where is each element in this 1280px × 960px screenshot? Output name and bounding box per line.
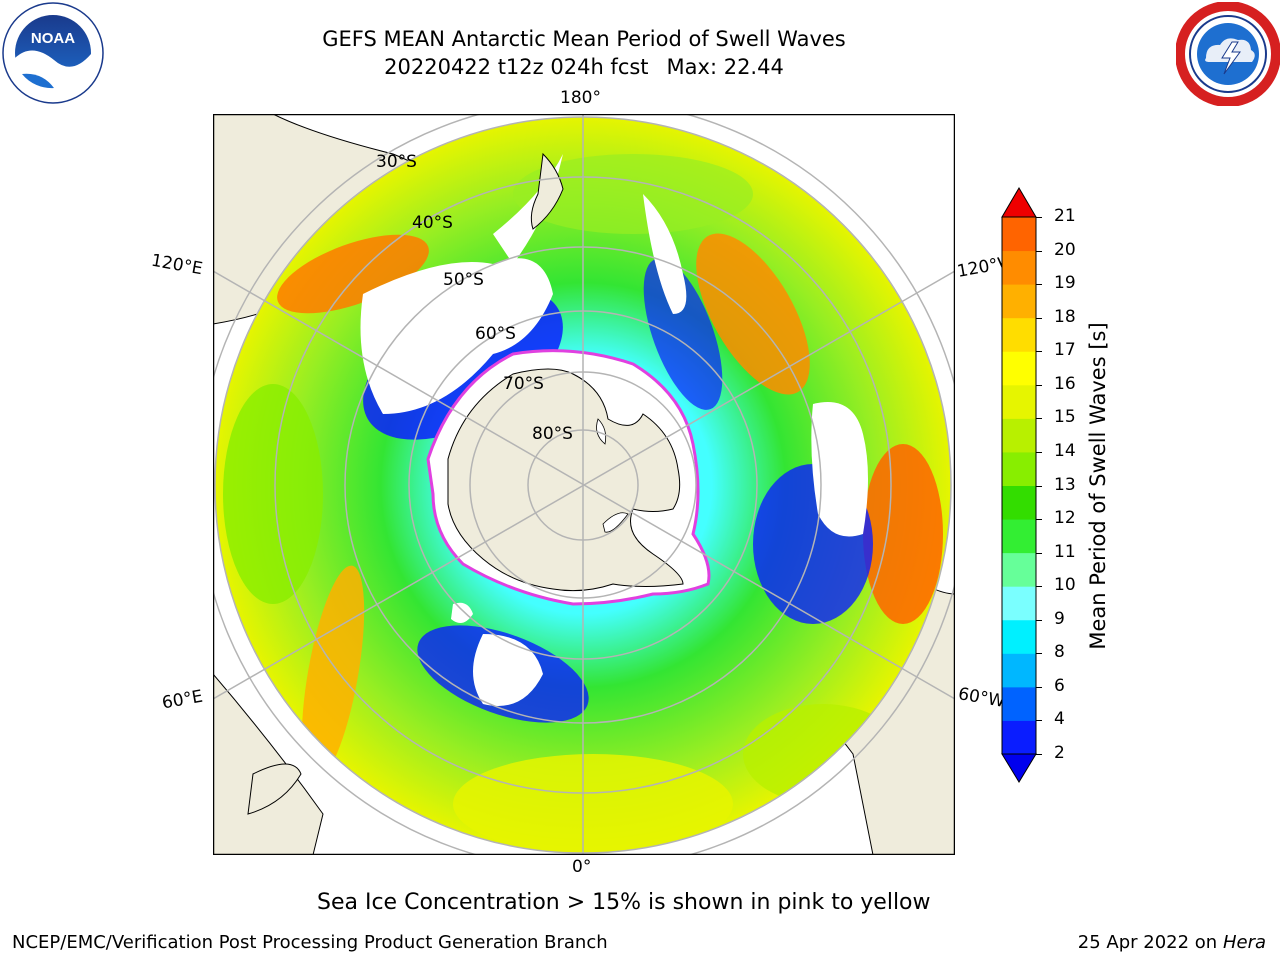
colorbar-swatch: [1002, 552, 1036, 587]
colorbar-swatch: [1002, 586, 1036, 621]
colorbar-over-arrow: [1001, 187, 1037, 218]
lon-label-120e: 120°E: [149, 250, 205, 280]
colorbar-tick-label: 19: [1054, 273, 1076, 294]
colorbar-tick-mark: [1036, 418, 1042, 420]
noaa-logo-icon: NOAA: [2, 2, 104, 104]
colorbar-swatch: [1002, 384, 1036, 419]
colorbar-swatch: [1002, 451, 1036, 486]
colorbar-label: Mean Period of Swell Waves [s]: [1086, 322, 1110, 650]
lon-label-0: 0°: [572, 857, 592, 877]
antarctic-map: [213, 114, 955, 855]
colorbar-tick-label: 9: [1054, 608, 1065, 629]
colorbar-tick-mark: [1036, 686, 1042, 688]
lat-label-60s: 60°S: [475, 324, 516, 344]
colorbar-tick-mark: [1036, 384, 1042, 386]
africa-land: [213, 673, 324, 855]
colorbar-tick-mark: [1036, 552, 1042, 554]
colorbar-tick-label: 13: [1054, 474, 1076, 495]
colorbar-swatch: [1002, 686, 1036, 721]
colorbar-tick-mark: [1036, 586, 1042, 588]
lon-label-60w: 60°W: [956, 684, 1007, 712]
colorbar-swatch: [1002, 485, 1036, 520]
colorbar-under-arrow: [1001, 753, 1037, 783]
colorbar-swatch: [1002, 418, 1036, 453]
colorbar-swatch: [1002, 217, 1036, 252]
colorbar-swatch: [1002, 720, 1036, 755]
colorbar-swatch: [1002, 351, 1036, 386]
colorbar-swatch: [1002, 619, 1036, 654]
colorbar-tick-label: 14: [1054, 440, 1076, 461]
colorbar-tick-label: 18: [1054, 306, 1076, 327]
colorbar-tick-mark: [1036, 653, 1042, 655]
lat-label-70s: 70°S: [503, 374, 544, 394]
lon-label-60e: 60°E: [160, 686, 205, 714]
colorbar-tick-label: 2: [1054, 743, 1065, 763]
max-value: Max: 22.44: [666, 55, 784, 79]
lat-label-40s: 40°S: [412, 213, 453, 233]
colorbar-swatch: [1002, 519, 1036, 554]
colorbar: [1001, 187, 1037, 783]
colorbar-tick-mark: [1036, 619, 1042, 621]
colorbar-swatches: [1002, 217, 1036, 755]
footer-credit: NCEP/EMC/Verification Post Processing Pr…: [12, 932, 608, 953]
nws-logo-icon: [1176, 2, 1280, 106]
colorbar-tick-label: 4: [1054, 709, 1065, 730]
colorbar-tick-label: 15: [1054, 407, 1076, 428]
colorbar-tick-mark: [1036, 519, 1042, 521]
antarctica-land: [447, 368, 684, 592]
colorbar-tick-label: 10: [1054, 575, 1076, 596]
lon-label-180: 180°: [560, 88, 601, 108]
colorbar-tick-mark: [1036, 217, 1042, 218]
colorbar-tick-mark: [1036, 720, 1042, 722]
colorbar-tick-label: 21: [1054, 206, 1076, 226]
noaa-logo-text: NOAA: [31, 30, 75, 47]
footer-host: Hera: [1222, 932, 1266, 953]
new-zealand-land: [530, 152, 564, 230]
lat-label-50s: 50°S: [443, 270, 484, 290]
colorbar-tick-mark: [1036, 317, 1042, 319]
colorbar-tick-label: 6: [1054, 675, 1065, 696]
lat-label-80s: 80°S: [532, 424, 573, 444]
colorbar-tick-mark: [1036, 250, 1042, 252]
madagascar-land: [247, 763, 302, 815]
colorbar-tick-mark: [1036, 754, 1042, 755]
colorbar-tick-mark: [1036, 284, 1042, 286]
colorbar-tick-mark: [1036, 485, 1042, 487]
sea-ice-note: Sea Ice Concentration > 15% is shown in …: [317, 890, 931, 915]
forecast-run: 20220422 t12z 024h fcst: [384, 55, 649, 79]
colorbar-swatch: [1002, 250, 1036, 285]
colorbar-tick-label: 16: [1054, 373, 1076, 394]
footer-date-text: 25 Apr 2022 on: [1077, 932, 1218, 953]
colorbar-tick-label: 8: [1054, 642, 1065, 663]
colorbar-tick-mark: [1036, 451, 1042, 453]
colorbar-tick-label: 11: [1054, 541, 1076, 562]
plot-title: GEFS MEAN Antarctic Mean Period of Swell…: [322, 27, 846, 51]
colorbar-tick-label: 12: [1054, 508, 1076, 529]
colorbar-swatch: [1002, 284, 1036, 319]
colorbar-swatch: [1002, 653, 1036, 688]
lat-label-30s: 30°S: [376, 152, 417, 172]
plot-subtitle: 20220422 t12z 024h fcst Max: 22.44: [184, 54, 984, 81]
footer-date: 25 Apr 2022 on Hera: [1078, 932, 1266, 953]
colorbar-swatch: [1002, 317, 1036, 352]
colorbar-tick-mark: [1036, 351, 1042, 353]
colorbar-tick-label: 20: [1054, 239, 1076, 260]
colorbar-tick-label: 17: [1054, 340, 1076, 361]
